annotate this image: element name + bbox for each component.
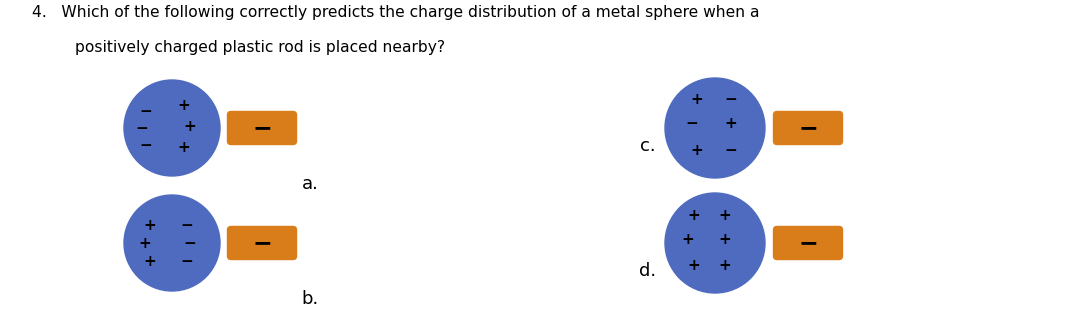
Text: +: + (139, 235, 151, 250)
Text: 4.   Which of the following correctly predicts the charge distribution of a meta: 4. Which of the following correctly pred… (32, 5, 760, 20)
Text: −: − (181, 217, 193, 232)
Text: −: − (252, 231, 272, 255)
Text: −: − (181, 253, 193, 268)
FancyBboxPatch shape (227, 226, 296, 259)
Text: +: + (143, 253, 156, 268)
Text: −: − (724, 143, 737, 158)
Text: −: − (686, 117, 699, 132)
Ellipse shape (665, 193, 765, 293)
Text: c.: c. (640, 137, 655, 155)
Text: −: − (140, 139, 152, 154)
Text: −: − (140, 104, 152, 119)
Text: +: + (688, 257, 701, 272)
Text: +: + (719, 257, 731, 272)
Text: −: − (798, 231, 818, 255)
Ellipse shape (124, 195, 220, 291)
Text: +: + (691, 93, 703, 108)
Text: −: − (798, 116, 818, 140)
Ellipse shape (665, 78, 765, 178)
Text: positively charged plastic rod is placed nearby?: positively charged plastic rod is placed… (75, 40, 445, 55)
Text: +: + (178, 141, 191, 156)
Ellipse shape (124, 80, 220, 176)
Text: +: + (143, 217, 156, 232)
Text: +: + (178, 99, 191, 114)
Text: +: + (719, 208, 731, 223)
Text: +: + (688, 208, 701, 223)
Text: −: − (724, 93, 737, 108)
Text: +: + (691, 143, 703, 158)
Text: −: − (136, 121, 149, 136)
Text: +: + (719, 232, 731, 247)
Text: +: + (724, 117, 737, 132)
Text: d.: d. (639, 262, 657, 280)
Text: +: + (681, 232, 694, 247)
FancyBboxPatch shape (227, 112, 296, 145)
Text: a.: a. (302, 175, 318, 193)
Text: +: + (183, 119, 196, 134)
Text: −: − (183, 235, 196, 250)
FancyBboxPatch shape (774, 112, 843, 145)
FancyBboxPatch shape (774, 226, 843, 259)
Text: b.: b. (302, 290, 319, 308)
Text: −: − (252, 116, 272, 140)
